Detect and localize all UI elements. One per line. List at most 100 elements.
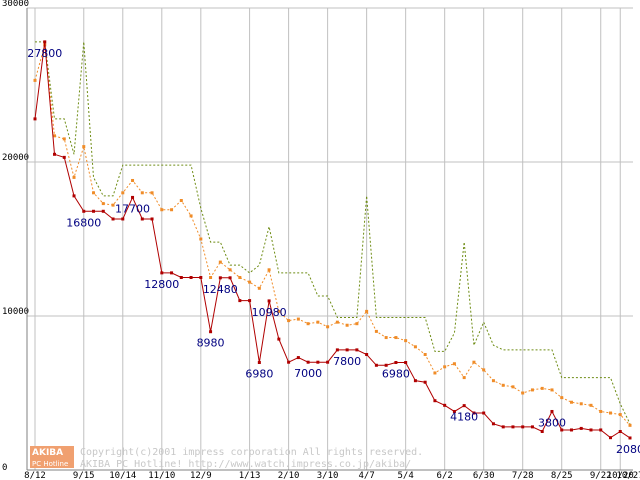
point-avg [296, 317, 300, 321]
point-min [121, 217, 125, 221]
point-min [131, 195, 135, 199]
point-avg [170, 208, 174, 212]
x-tick-label: 1/13 [239, 471, 261, 480]
series-line-max [35, 41, 631, 425]
point-avg [472, 360, 476, 364]
data-label: 7800 [333, 355, 361, 368]
point-min [43, 40, 47, 44]
point-avg [511, 385, 515, 389]
grid [27, 7, 633, 471]
point-avg [101, 202, 105, 206]
point-avg [530, 388, 534, 392]
point-avg [550, 388, 554, 392]
y-tick-label: 0 [2, 463, 7, 473]
x-tick-label: 8/12 [24, 471, 46, 480]
point-avg [160, 208, 164, 212]
data-label: 2080 [616, 443, 640, 456]
point-avg [560, 396, 564, 400]
point-avg [267, 268, 271, 272]
point-min [189, 276, 193, 279]
copyright-line-1: Copyright(c)2001 impress corporation All… [80, 447, 423, 458]
point-avg [521, 391, 525, 395]
point-avg [569, 400, 573, 404]
point-avg [365, 309, 369, 313]
logo-text: AKIBA [32, 448, 63, 458]
data-label: 12800 [144, 278, 179, 291]
point-avg [209, 276, 213, 279]
point-min [365, 353, 369, 356]
point-avg [199, 237, 203, 241]
point-min [150, 217, 154, 221]
data-label: 17700 [115, 202, 150, 215]
point-avg [482, 368, 486, 372]
point-avg [335, 320, 339, 324]
point-avg [306, 322, 310, 326]
point-min [404, 361, 408, 365]
logo-subtext: PC Hotline [32, 460, 68, 468]
point-min [92, 209, 96, 213]
data-label: 12480 [203, 283, 238, 296]
series-line-avg [34, 44, 631, 426]
point-avg [316, 320, 320, 324]
data-label: 16800 [66, 216, 101, 229]
point-min [452, 409, 456, 413]
point-min [257, 361, 261, 365]
point-min [179, 276, 183, 279]
point-avg [131, 178, 135, 182]
point-avg [228, 268, 232, 272]
point-avg [433, 371, 437, 375]
point-min [306, 360, 310, 364]
point-min [228, 276, 232, 280]
point-avg [287, 319, 291, 323]
x-tick-label: 5/4 [398, 471, 414, 480]
data-label: 4180 [450, 411, 478, 424]
point-min [296, 356, 300, 360]
point-min [384, 363, 388, 367]
point-avg [452, 362, 456, 366]
y-tick-label: 30000 [2, 0, 29, 9]
data-label: 6980 [382, 368, 410, 381]
point-avg [62, 137, 66, 141]
x-tick-label: 12/9 [190, 471, 212, 480]
point-min [501, 425, 505, 429]
point-min [618, 430, 622, 433]
point-avg [394, 336, 398, 340]
point-avg [257, 286, 261, 290]
point-avg [628, 423, 632, 427]
point-min [267, 299, 271, 303]
point-avg [579, 402, 583, 406]
point-min [433, 399, 437, 403]
point-min [345, 348, 349, 352]
point-min [374, 363, 378, 367]
point-avg [599, 409, 603, 413]
point-avg [374, 329, 378, 333]
annotations: 27800 16800 17700 12800 8980 12480 6980 10980 70… [27, 47, 640, 456]
x-tick-label: 10/14 [109, 471, 136, 480]
point-min [335, 348, 339, 352]
point-min [199, 276, 203, 279]
point-min [560, 428, 564, 432]
point-min [82, 209, 86, 213]
x-tick-label: 10/27 [616, 471, 640, 480]
data-label: 3800 [538, 416, 566, 429]
x-tick-label: 6/30 [473, 471, 495, 480]
point-min [326, 360, 330, 364]
point-avg [345, 323, 349, 327]
point-min [33, 117, 37, 121]
point-avg [423, 353, 427, 356]
data-label: 8980 [197, 337, 225, 350]
x-tick-label: 8/25 [551, 471, 573, 480]
y-tick-label: 20000 [2, 153, 29, 163]
point-avg [443, 365, 447, 369]
point-min [53, 152, 57, 156]
point-avg [150, 191, 154, 195]
series-line-min [34, 41, 631, 439]
point-avg [248, 280, 252, 284]
copyright-line-2: AKIBA PC Hotline! http://www.watch.impre… [80, 459, 411, 470]
point-min [628, 436, 632, 440]
point-avg [72, 175, 76, 179]
point-min [238, 299, 242, 303]
point-avg [491, 379, 495, 383]
point-min [472, 411, 476, 415]
point-avg [355, 322, 359, 326]
